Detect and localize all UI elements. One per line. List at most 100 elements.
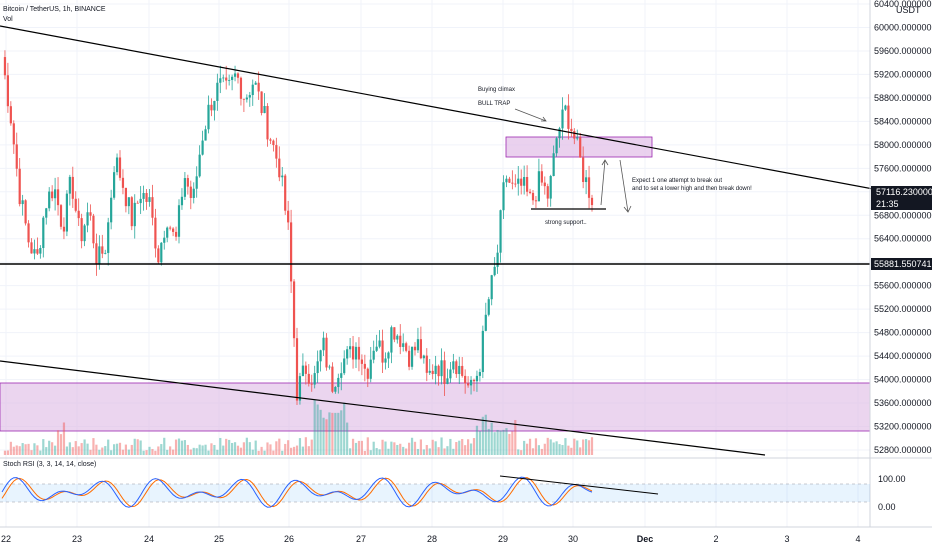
candle-body <box>357 346 361 360</box>
volume-bar <box>33 443 36 455</box>
volume-bar <box>174 439 178 455</box>
candle-body <box>3 57 7 76</box>
candle-body <box>351 346 355 360</box>
volume-bar <box>511 431 514 455</box>
volume-bar <box>278 438 281 455</box>
candle-body <box>95 243 98 264</box>
volume-bar <box>77 446 80 455</box>
volume-bar <box>213 444 216 455</box>
time-tick-label: 4 <box>855 534 860 544</box>
candle-body <box>437 365 440 377</box>
volume-bar <box>269 444 272 455</box>
candle-body <box>458 365 461 375</box>
volume-bar <box>587 440 591 455</box>
candle-body <box>24 200 27 224</box>
candle-body <box>416 339 420 351</box>
volume-bar <box>263 450 266 455</box>
candle-body <box>567 105 570 129</box>
candle-body <box>354 346 358 360</box>
candle-body <box>467 383 470 386</box>
price-axis[interactable]: 60400.000000 60000.000000 59600.000000 5920… <box>874 0 932 455</box>
candle-body <box>349 346 352 350</box>
volume-bar <box>564 438 567 455</box>
candle-body <box>124 187 127 207</box>
candle-body <box>254 82 257 85</box>
volume-bar <box>266 442 269 455</box>
volume-bar <box>204 444 207 455</box>
volume-bar <box>275 441 278 455</box>
candle-body <box>402 343 405 347</box>
candle-body <box>54 189 57 199</box>
candle-body <box>452 361 455 370</box>
candle-body <box>169 227 172 229</box>
price-tick-label: 60400.000000 <box>874 0 932 9</box>
candle-body <box>239 77 243 99</box>
descending-resistance-line[interactable] <box>0 25 932 201</box>
candle-body <box>148 197 151 202</box>
candle-body <box>142 193 145 199</box>
volume-bar <box>369 450 372 455</box>
countdown-badge <box>871 198 932 210</box>
volume-bar <box>151 448 154 455</box>
candle-body <box>83 225 86 242</box>
price-tick-label: 56400.000000 <box>874 234 932 244</box>
candle-body <box>570 128 573 132</box>
candle-body <box>27 223 30 243</box>
candle-body <box>36 249 39 254</box>
candle-body <box>192 188 195 198</box>
candle-body <box>248 95 251 98</box>
candle-body <box>157 248 160 263</box>
volume-bar <box>154 450 157 455</box>
volume-bar <box>54 445 57 455</box>
volume-bar <box>15 445 18 455</box>
candle-body <box>89 212 92 216</box>
time-tick-label: 22 <box>1 534 11 544</box>
volume-bar <box>402 446 405 455</box>
time-axis[interactable]: 22 23 24 25 26 27 28 29 30 Dec 2 3 4 <box>1 534 861 544</box>
candle-body <box>172 228 175 232</box>
volume-bar <box>360 440 363 455</box>
volume-bar <box>428 448 431 455</box>
last-price-badge <box>871 186 932 198</box>
candle-body <box>573 131 576 139</box>
volume-bar <box>384 441 387 455</box>
candle-body <box>546 186 549 199</box>
candle-body <box>487 299 490 315</box>
candle-body <box>393 327 396 340</box>
volume-bar <box>464 445 467 455</box>
candle-body <box>219 78 222 83</box>
volume-bar <box>419 439 422 455</box>
volume-bar <box>9 441 12 455</box>
volume-bar <box>287 440 290 455</box>
candle-body <box>517 178 520 184</box>
candle-body <box>275 145 278 159</box>
time-tick-label: 24 <box>144 534 154 544</box>
volume-bar <box>92 438 95 455</box>
volume-bar <box>107 439 110 455</box>
volume-bar <box>195 448 198 455</box>
candle-body <box>478 372 481 376</box>
volume-bar <box>340 410 343 455</box>
volume-bar <box>222 445 225 455</box>
volume-bar <box>304 437 307 455</box>
volume-bar <box>449 438 452 455</box>
candle-body <box>301 365 304 377</box>
candle-body <box>104 252 107 254</box>
candle-body <box>292 281 296 339</box>
price-tick-label: 60000.000000 <box>874 22 932 32</box>
candle-body <box>419 339 422 359</box>
volume-bar <box>458 440 461 455</box>
lower-trendline[interactable] <box>0 360 766 456</box>
volume-bar <box>357 440 361 455</box>
rsi-divergence-line[interactable] <box>499 475 659 495</box>
candle-body <box>228 79 231 81</box>
candle-body <box>428 370 431 373</box>
candle-body <box>213 100 216 111</box>
price-tick-label: 58000.000000 <box>874 140 932 150</box>
candle-body <box>520 178 523 186</box>
time-tick-label: 2 <box>713 534 718 544</box>
candle-body <box>269 139 272 141</box>
candle-body <box>582 157 585 183</box>
